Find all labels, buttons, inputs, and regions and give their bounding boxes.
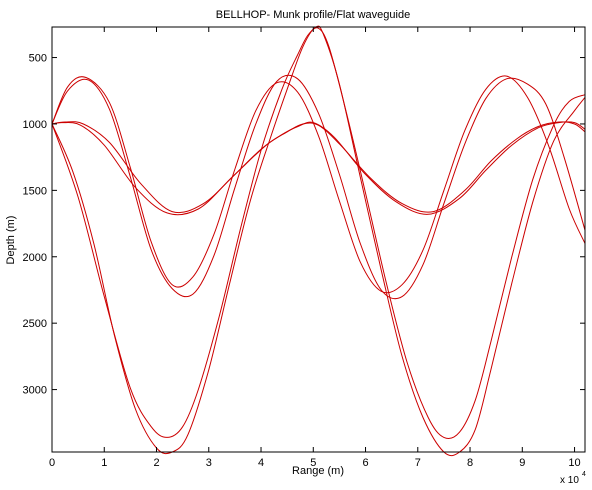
x-tick-label: 8 <box>467 457 473 469</box>
x-tick-label: 10 <box>568 457 580 469</box>
series-layer <box>51 25 586 457</box>
y-tick-label: 3000 <box>23 385 47 397</box>
y-tick-label: 1500 <box>23 185 47 197</box>
x-multiplier-exponent: 4 <box>582 471 586 478</box>
ray-path-4 <box>51 74 586 300</box>
ray-path-3 <box>51 75 586 294</box>
x-tick-label: 3 <box>206 457 212 469</box>
x-tick-label: 0 <box>49 457 55 469</box>
x-tick-layer: 0 1 2 3 4 5 6 7 8 9 10 <box>49 27 581 469</box>
x-tick-label: 9 <box>519 457 525 469</box>
x-tick-label: 7 <box>415 457 421 469</box>
y-tick-layer: 500 1000 1500 2000 2500 3000 <box>23 53 585 397</box>
x-tick-label: 1 <box>101 457 107 469</box>
ray-path-6 <box>51 25 586 457</box>
x-tick-label: 2 <box>153 457 159 469</box>
y-tick-label: 2500 <box>23 318 47 330</box>
y-tick-label: 500 <box>29 53 47 65</box>
chart-title: BELLHOP- Munk profile/Flat waveguide <box>216 9 410 21</box>
y-tick-label: 2000 <box>23 252 47 264</box>
y-axis-label: Depth (m) <box>5 216 17 265</box>
x-tick-label: 6 <box>362 457 368 469</box>
y-tick-label: 1000 <box>23 119 47 131</box>
x-tick-label: 5 <box>310 457 316 469</box>
x-multiplier-label: x 10 <box>560 475 579 485</box>
plot-area <box>52 27 585 452</box>
x-tick-label: 4 <box>258 457 264 469</box>
x-axis-label: Range (m) <box>292 465 344 477</box>
axes-box <box>51 26 586 453</box>
